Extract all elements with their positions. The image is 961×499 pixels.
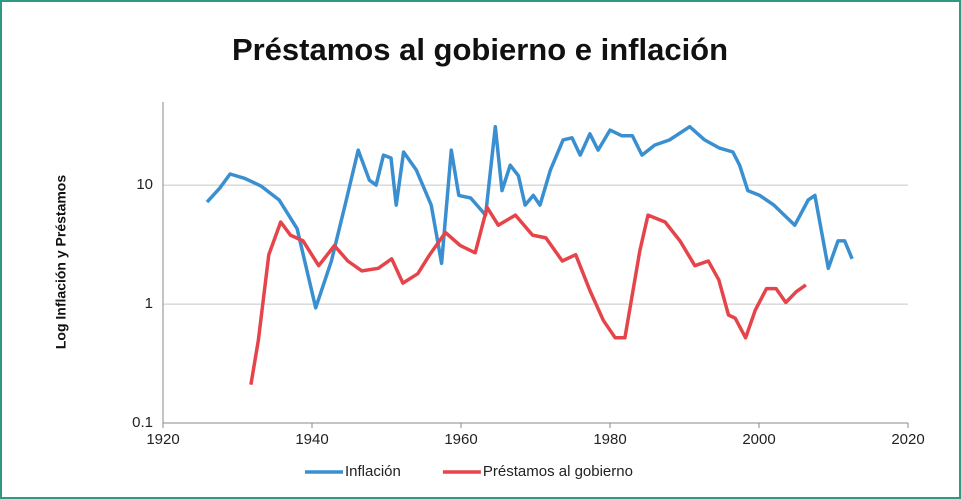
y-axis-label: Log Inflación y Préstamos [53,175,69,349]
legend-label: Inflación [345,463,401,480]
series-line [205,124,854,310]
x-tick-label: 1980 [593,431,626,448]
series-line [249,205,807,385]
chart-title: Préstamos al gobierno e inflación [232,32,728,67]
y-tick-label: 10 [136,176,153,193]
y-tick-label: 1 [145,295,153,312]
legend-label: Préstamos al gobierno [483,463,633,480]
x-tick-label: 1960 [444,431,477,448]
x-tick-label: 1920 [146,431,179,448]
x-tick-label: 2020 [891,431,924,448]
x-tick-label: 2000 [742,431,775,448]
y-tick-label: 0.1 [132,414,153,431]
x-tick-label: 1940 [295,431,328,448]
